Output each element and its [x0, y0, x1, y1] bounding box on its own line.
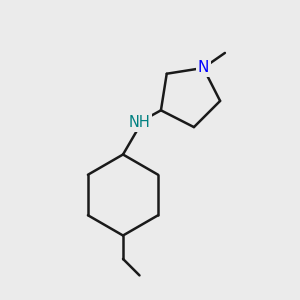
Text: NH: NH	[128, 116, 150, 130]
Text: N: N	[198, 60, 209, 75]
